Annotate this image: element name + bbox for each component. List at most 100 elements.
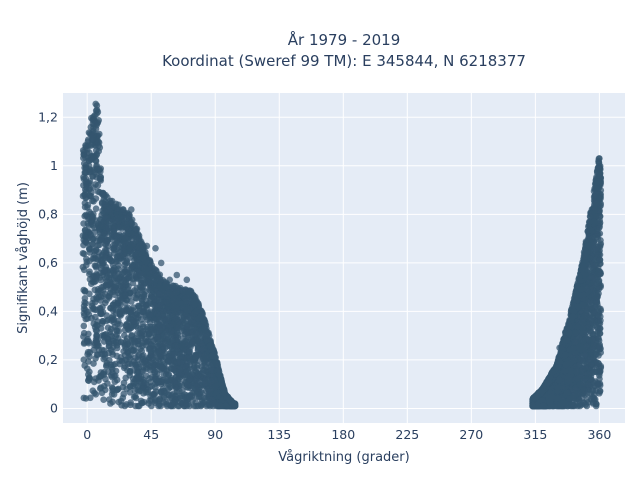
data-point <box>101 240 109 248</box>
data-point <box>92 195 100 202</box>
data-point <box>119 206 127 213</box>
data-point <box>120 295 128 302</box>
data-point <box>113 352 121 360</box>
data-point <box>109 366 116 373</box>
data-point <box>137 332 145 340</box>
data-point <box>92 313 99 321</box>
data-point <box>89 387 97 395</box>
data-point <box>198 400 205 408</box>
data-point <box>183 400 190 408</box>
data-point <box>92 181 99 188</box>
data-point <box>100 396 107 404</box>
data-point <box>105 225 112 232</box>
data-point <box>121 362 129 370</box>
data-point <box>172 289 180 297</box>
data-point <box>140 290 147 298</box>
data-point <box>127 315 135 323</box>
data-point <box>112 333 119 340</box>
data-point <box>121 234 129 242</box>
data-point <box>182 363 189 370</box>
data-point <box>116 252 124 259</box>
data-point <box>128 324 135 331</box>
data-point <box>100 355 107 363</box>
data-point <box>183 329 190 336</box>
data-point <box>94 339 101 347</box>
data-point <box>131 287 138 294</box>
data-point <box>142 379 149 386</box>
data-point <box>186 347 193 355</box>
data-point <box>126 389 134 396</box>
data-point <box>85 338 93 345</box>
data-point <box>99 191 106 198</box>
data-point <box>165 323 173 330</box>
data-point <box>140 255 147 262</box>
data-point <box>88 114 95 122</box>
data-point <box>113 386 121 394</box>
data-point <box>95 142 102 149</box>
data-point <box>118 357 126 365</box>
data-point <box>130 241 137 248</box>
data-point <box>139 308 146 316</box>
data-point <box>183 337 190 345</box>
data-point <box>92 247 100 254</box>
data-point <box>173 315 180 323</box>
data-point <box>107 331 114 339</box>
data-point <box>193 386 200 394</box>
data-point <box>147 293 155 301</box>
data-point <box>172 396 179 404</box>
data-point <box>194 345 202 353</box>
data-point <box>151 369 158 377</box>
data-point <box>135 239 143 246</box>
data-point <box>191 331 199 338</box>
data-point <box>111 283 118 291</box>
data-point <box>89 240 96 248</box>
data-point <box>122 345 130 353</box>
data-point <box>133 225 141 233</box>
data-point <box>112 372 119 380</box>
data-point <box>200 345 207 352</box>
data-point <box>192 353 200 361</box>
data-point <box>106 292 113 300</box>
data-point <box>123 401 130 408</box>
data-point <box>128 206 135 213</box>
data-point <box>80 220 87 227</box>
data-point <box>90 295 97 303</box>
data-point <box>84 348 92 356</box>
data-point <box>230 400 237 408</box>
data-point <box>93 106 101 114</box>
data-point <box>147 358 154 366</box>
data-point <box>113 344 121 352</box>
data-point <box>151 390 159 398</box>
data-point <box>132 381 140 389</box>
data-point <box>81 287 89 295</box>
data-point <box>193 308 200 315</box>
data-point <box>198 389 205 396</box>
data-point <box>90 346 97 354</box>
data-point <box>156 282 164 290</box>
data-point <box>105 342 113 350</box>
data-point <box>186 393 193 400</box>
data-point <box>183 323 191 331</box>
data-point <box>120 379 128 387</box>
data-point <box>128 332 135 340</box>
data-point <box>160 376 167 384</box>
data-point <box>125 283 132 290</box>
data-point <box>139 367 147 374</box>
data-point <box>148 341 156 349</box>
data-point <box>134 250 142 257</box>
data-point <box>87 394 94 402</box>
data-point <box>169 282 177 290</box>
data-point <box>152 376 160 384</box>
data-point <box>149 323 156 331</box>
data-point <box>207 343 215 350</box>
data-point <box>125 304 132 312</box>
data-point <box>90 320 98 328</box>
data-point <box>184 354 191 361</box>
data-point <box>140 264 148 272</box>
data-point <box>97 276 105 284</box>
data-point <box>86 192 94 200</box>
data-point <box>83 261 90 269</box>
data-point <box>206 401 214 408</box>
data-point <box>117 287 124 295</box>
data-point <box>100 333 108 341</box>
